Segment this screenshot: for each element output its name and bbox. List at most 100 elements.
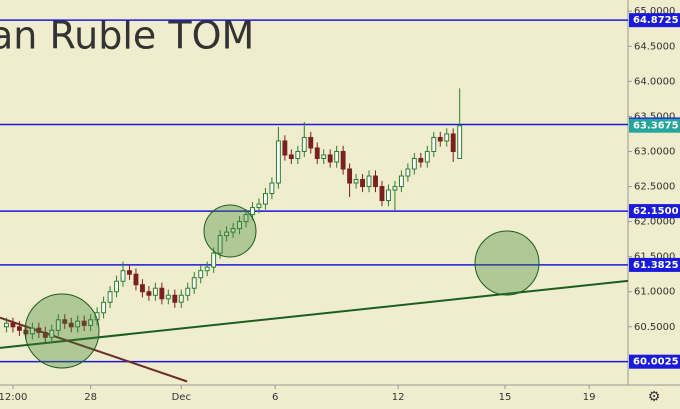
candle-body	[88, 319, 94, 326]
candle-body	[172, 294, 178, 303]
candle-body	[373, 175, 378, 188]
settings-icon[interactable]: ⚙	[648, 389, 661, 405]
candle-body	[263, 193, 268, 205]
candle-body	[457, 125, 463, 159]
candle-body	[250, 207, 255, 216]
y-tick-label: 63.5000	[634, 111, 675, 122]
candle-body	[178, 294, 184, 303]
level-label-box	[629, 354, 680, 369]
x-tick-label: 28	[84, 392, 97, 403]
candle-body	[10, 322, 16, 328]
candle-body	[360, 179, 365, 188]
candle-body	[152, 287, 158, 296]
candle-body	[29, 327, 35, 335]
highlight-circle	[24, 293, 100, 369]
candle-body	[392, 186, 398, 191]
candle-body	[243, 214, 249, 223]
candle-body	[23, 329, 29, 335]
candle-body	[68, 322, 74, 328]
level-label: 60.0025	[633, 357, 679, 368]
y-tick-label: 64.5000	[634, 41, 675, 52]
level-label-box	[629, 204, 680, 219]
candle-body	[120, 270, 126, 282]
y-tick-label: 61.0000	[634, 287, 675, 298]
y-tick-label: 61.5000	[634, 252, 675, 263]
candle-body	[224, 231, 230, 237]
candle-body	[347, 168, 353, 184]
candle-body	[288, 154, 294, 159]
candle-body	[62, 319, 68, 324]
highlight-circle	[474, 230, 540, 296]
candle-body	[204, 266, 210, 272]
candle-body	[405, 168, 411, 177]
x-tick-label: 6	[272, 392, 278, 403]
candle-body	[327, 154, 333, 163]
candle-body	[49, 329, 55, 338]
candle-body	[269, 182, 275, 195]
plot-area	[0, 19, 629, 383]
candle-body	[75, 320, 81, 328]
y-tick-label: 62.0000	[634, 217, 675, 228]
candle-body	[101, 301, 107, 314]
candle-body	[386, 189, 391, 202]
last-price-label: 63.3675	[633, 121, 679, 132]
candle-body	[230, 228, 236, 233]
candle-body	[114, 280, 119, 293]
y-tick-label: 63.0000	[634, 146, 675, 157]
candle-body	[308, 136, 314, 149]
candle-body	[418, 157, 424, 163]
x-tick-label: 12	[392, 392, 405, 403]
candle-body	[139, 284, 145, 293]
candle-body	[411, 157, 417, 170]
candle-body	[444, 133, 450, 142]
x-tick-label: Dec	[172, 392, 191, 403]
trend-line	[0, 279, 629, 349]
candle-body	[191, 277, 197, 289]
candle-body	[450, 133, 456, 152]
candle-body	[398, 175, 404, 188]
candle-body	[437, 136, 443, 142]
candle-body	[237, 221, 242, 230]
level-label-box	[629, 13, 680, 28]
last-price-box	[629, 118, 680, 133]
candle-body	[424, 150, 430, 163]
candle-body	[282, 140, 288, 156]
candle-body	[275, 140, 281, 184]
x-tick-label: 19	[583, 392, 596, 403]
candle-body	[165, 294, 171, 300]
candle-body	[133, 273, 139, 286]
candle-body	[146, 291, 152, 296]
x-tick-label: 15	[499, 392, 512, 403]
candle-body	[353, 179, 359, 184]
candle-body	[159, 287, 165, 300]
candle-body	[217, 235, 223, 254]
candle-body	[301, 136, 307, 152]
y-tick-label: 62.5000	[634, 182, 675, 193]
candle-body	[4, 322, 9, 328]
candle-body	[81, 320, 87, 326]
candle-body	[256, 203, 262, 209]
candle-body	[107, 291, 113, 303]
level-label-box	[629, 257, 680, 272]
candle-body	[36, 327, 42, 333]
candle-body	[379, 186, 385, 202]
candle-body	[314, 147, 320, 159]
axis-labels: 60.5000 61.0000 61.5000 62.0000 62.5000 63.00…	[0, 6, 680, 403]
candle-body	[366, 175, 372, 188]
candle-body	[431, 136, 437, 152]
candle-body	[127, 270, 132, 275]
candle-body	[321, 154, 327, 159]
candle-body	[295, 150, 301, 159]
candle-body	[16, 326, 22, 331]
level-label: 62.1500	[633, 206, 679, 217]
x-tick-label: 12:00	[0, 392, 27, 403]
level-label: 61.3825	[633, 260, 679, 271]
candle-body	[185, 287, 191, 296]
candle-body	[42, 331, 48, 338]
candle-body	[340, 150, 346, 170]
candle-body	[198, 270, 204, 279]
candle-body	[55, 319, 61, 331]
level-label: 64.8725	[633, 15, 679, 26]
